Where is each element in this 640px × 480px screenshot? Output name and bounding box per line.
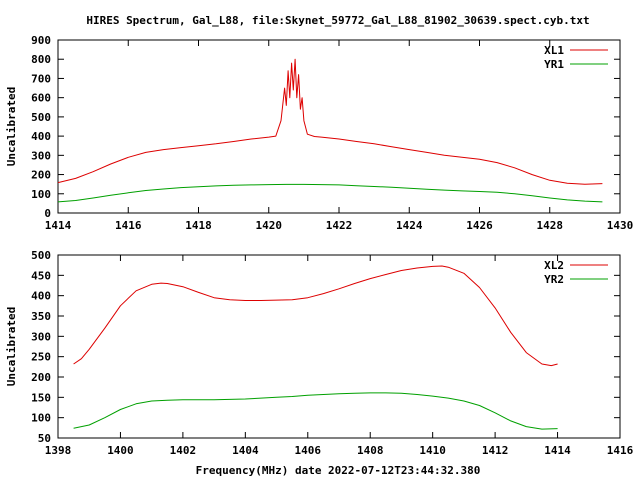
y-axis-label: Uncalibrated (5, 87, 18, 166)
x-tick-label: 1416 (115, 219, 142, 232)
x-tick-label: 1414 (544, 444, 571, 457)
x-tick-label: 1426 (466, 219, 493, 232)
y-tick-label: 350 (31, 310, 51, 323)
x-tick-label: 1418 (185, 219, 212, 232)
y-tick-label: 500 (31, 249, 51, 262)
y-tick-label: 50 (38, 432, 51, 445)
x-tick-label: 1422 (326, 219, 353, 232)
y-tick-label: 0 (44, 207, 51, 220)
series-line-xl1 (57, 58, 603, 185)
x-tick-label: 1430 (607, 219, 634, 232)
bottom-plot: 1398 1400 1402 1404 1406 1408 1410 1412 1414 1416… (5, 249, 634, 457)
series-line-xl2 (73, 265, 558, 367)
y-axis-label: Uncalibrated (5, 307, 18, 386)
y-tick-label: 400 (31, 290, 51, 303)
x-tick-label: 1408 (357, 444, 384, 457)
series-line-yr1 (57, 183, 603, 203)
x-tick-label: 1416 (607, 444, 634, 457)
x-tick-label: 1412 (482, 444, 509, 457)
x-tick-label: 1406 (295, 444, 322, 457)
y-tick-label: 150 (31, 391, 51, 404)
y-tick-label: 100 (31, 188, 51, 201)
y-tick-label: 600 (31, 92, 51, 105)
legend-label-xl1: XL1 (544, 44, 564, 57)
x-tick-label: 1420 (256, 219, 283, 232)
y-tick-label: 250 (31, 351, 51, 364)
top-plot: 1414 1416 1418 1420 1422 1424 1426 1428 1430 0 100… (5, 34, 633, 232)
y-tick-label: 200 (31, 169, 51, 182)
figure-title: HIRES Spectrum, Gal_L88, file:Skynet_597… (86, 14, 589, 27)
x-axis-label: Frequency(MHz) date 2022-07-12T23:44:32.… (196, 464, 481, 477)
series-line-yr2 (73, 392, 558, 430)
legend-label-yr2: YR2 (544, 273, 564, 286)
plot-frame (57, 39, 621, 214)
y-tick-label: 450 (31, 269, 51, 282)
y-tick-label: 300 (31, 330, 51, 343)
x-tick-label: 1410 (419, 444, 446, 457)
x-tick-label: 1402 (170, 444, 197, 457)
x-tick-label: 1414 (45, 219, 72, 232)
x-tick-label: 1404 (232, 444, 259, 457)
legend-label-yr1: YR1 (544, 58, 564, 71)
y-tick-label: 700 (31, 72, 51, 85)
x-tick-label: 1400 (107, 444, 134, 457)
legend-label-xl2: XL2 (544, 259, 564, 272)
x-tick-label: 1398 (45, 444, 72, 457)
y-tick-label: 300 (31, 149, 51, 162)
x-tick-label: 1428 (537, 219, 564, 232)
y-tick-label: 800 (31, 53, 51, 66)
y-tick-label: 500 (31, 111, 51, 124)
y-tick-label: 400 (31, 130, 51, 143)
x-tick-label: 1424 (396, 219, 423, 232)
y-tick-label: 900 (31, 34, 51, 47)
y-tick-label: 200 (31, 371, 51, 384)
y-tick-label: 100 (31, 412, 51, 425)
plot-frame (57, 254, 621, 439)
